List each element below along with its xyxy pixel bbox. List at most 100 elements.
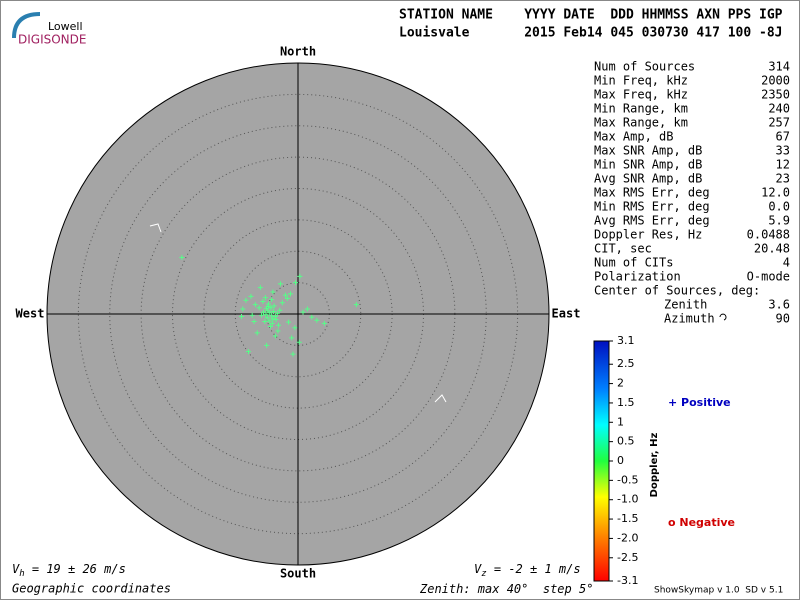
skymap bbox=[46, 62, 550, 566]
stat-value: 23 bbox=[776, 172, 790, 186]
center-title: Center of Sources, deg: bbox=[594, 284, 760, 298]
source-point bbox=[251, 319, 257, 325]
zenith-text: Zenith: max 40° step 5° bbox=[419, 582, 593, 596]
stat-value: 12.0 bbox=[761, 186, 790, 200]
colorbar-tick-label: 3.1 bbox=[617, 334, 635, 347]
source-point bbox=[256, 305, 262, 311]
stats-table: Num of Sources 314 Min Freq, kHz 2000 Max Fr… bbox=[594, 60, 790, 284]
stat-label: Doppler Res, Hz bbox=[594, 228, 702, 242]
source-point bbox=[309, 314, 315, 320]
center-value: 90 bbox=[776, 312, 790, 326]
source-point bbox=[274, 310, 280, 316]
source-point bbox=[264, 342, 270, 348]
center-label: Azimuth bbox=[664, 312, 715, 326]
stat-value: 2350 bbox=[761, 88, 790, 102]
colorbar-tick-label: 1.5 bbox=[617, 396, 635, 409]
stat-label: Max Freq, kHz bbox=[594, 88, 688, 102]
stat-value: 20.48 bbox=[754, 242, 790, 256]
vz-text: Vz = -2 ± 1 m/s bbox=[474, 562, 581, 579]
marker bbox=[434, 394, 447, 403]
colorbar-tick-label: -3.1 bbox=[617, 574, 638, 587]
source-point bbox=[268, 305, 274, 311]
source-point bbox=[271, 308, 277, 314]
source-point bbox=[271, 303, 277, 309]
source-point bbox=[265, 308, 271, 314]
source-point bbox=[269, 297, 275, 303]
source-point bbox=[304, 306, 310, 312]
source-point bbox=[252, 302, 258, 308]
colorbar-tick-label: -0.5 bbox=[617, 473, 638, 486]
source-point bbox=[267, 324, 273, 330]
center-value: 3.6 bbox=[768, 298, 790, 312]
stat-label: Max SNR Amp, dB bbox=[594, 144, 702, 158]
source-point bbox=[269, 313, 275, 319]
source-point bbox=[289, 335, 295, 341]
legend-negative: o Negative bbox=[668, 516, 735, 529]
source-point bbox=[270, 289, 276, 295]
source-point bbox=[286, 319, 292, 325]
colorbar-tick-label: 1 bbox=[617, 415, 624, 428]
compass-label: South bbox=[280, 567, 316, 581]
colorbar bbox=[593, 340, 610, 582]
source-point bbox=[275, 328, 281, 334]
source-point bbox=[284, 295, 290, 301]
source-point bbox=[314, 317, 320, 323]
stat-value: 4 bbox=[783, 256, 790, 270]
source-point bbox=[264, 315, 270, 321]
stat-label: Min RMS Err, deg bbox=[594, 200, 710, 214]
stat-label: Min Freq, kHz bbox=[594, 74, 688, 88]
source-point bbox=[257, 285, 263, 291]
stat-label: Num of Sources bbox=[594, 60, 695, 74]
colorbar-ticks: 3.1 2.5 2 1.5 1 0.5 0 -0.5 -1.0 -1.5 -2.0 -2.5 -3.1 bbox=[609, 334, 638, 587]
stat-value: 12 bbox=[776, 158, 790, 172]
source-point bbox=[321, 320, 327, 326]
center-label: Zenith bbox=[664, 298, 707, 312]
stat-value: O-mode bbox=[747, 270, 790, 284]
marker bbox=[149, 223, 162, 233]
colorbar-title: Doppler, Hz bbox=[649, 433, 660, 498]
source-point bbox=[287, 291, 293, 297]
source-point bbox=[292, 280, 298, 286]
stat-value: 2000 bbox=[761, 74, 790, 88]
compass-label: North bbox=[280, 45, 316, 59]
stat-label: Max Range, km bbox=[594, 116, 688, 130]
stat-label: Max RMS Err, deg bbox=[594, 186, 710, 200]
source-point bbox=[262, 319, 268, 325]
compass-label: West bbox=[16, 307, 45, 321]
version: ShowSkymap v 1.0 SD v 5.1 bbox=[654, 586, 783, 596]
source-point bbox=[265, 303, 271, 309]
colorbar-tick-label: 0.5 bbox=[617, 435, 635, 448]
colorbar-tick-label: 2 bbox=[617, 377, 624, 390]
compass-label: East bbox=[552, 307, 581, 321]
colorbar-tick-label: 2.5 bbox=[617, 357, 635, 370]
colorbar-tick-label: -2.5 bbox=[617, 551, 638, 564]
source-point bbox=[248, 293, 254, 299]
source-point bbox=[279, 300, 285, 306]
stat-value: 67 bbox=[776, 130, 790, 144]
stat-label: Num of CITs bbox=[594, 256, 673, 270]
source-point bbox=[239, 314, 245, 320]
header-line: Louisvale 2015 Feb14 045 030730 417 100 … bbox=[399, 26, 783, 41]
colorbar-tick-label: 0 bbox=[617, 454, 624, 467]
logo-swoosh bbox=[12, 12, 41, 39]
source-point bbox=[297, 273, 303, 279]
coords-text: Geographic coordinates bbox=[12, 582, 171, 596]
source-point bbox=[254, 330, 260, 336]
source-point bbox=[270, 316, 276, 322]
colorbar-tick-label: -2.0 bbox=[617, 531, 638, 544]
source-point bbox=[262, 295, 268, 301]
colorbar-tick-label: -1.0 bbox=[617, 493, 638, 506]
source-point bbox=[272, 314, 278, 320]
source-point bbox=[266, 301, 272, 307]
source-point bbox=[296, 339, 302, 345]
logo-bottom: DIGISONDE bbox=[18, 33, 86, 47]
logo-top: Lowell bbox=[48, 20, 83, 33]
stat-label: Min Range, km bbox=[594, 102, 688, 116]
source-point bbox=[260, 298, 266, 304]
source-point bbox=[277, 307, 283, 313]
source-point bbox=[179, 255, 185, 261]
stat-value: 33 bbox=[776, 144, 790, 158]
stat-value: 0.0 bbox=[768, 200, 790, 214]
source-point bbox=[266, 318, 272, 324]
